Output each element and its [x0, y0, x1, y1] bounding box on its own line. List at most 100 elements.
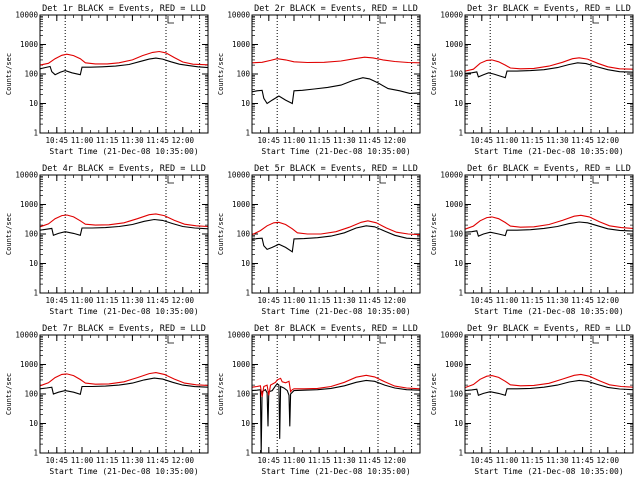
series-events-line: [251, 225, 421, 253]
x-tick-label: 11:30: [121, 136, 144, 145]
plot-frame: [464, 334, 634, 454]
y-tick-label: 1000: [20, 360, 39, 369]
y-tick-label: 100: [236, 230, 250, 239]
x-tick-label: 11:15: [308, 456, 331, 465]
x-tick-label: 11:45: [358, 136, 381, 145]
x-tick-label: 11:00: [71, 456, 94, 465]
x-tick-label: 11:45: [146, 456, 169, 465]
x-tick-label: 11:45: [146, 136, 169, 145]
y-tick-label: 10000: [440, 171, 463, 180]
y-tick-label: 100: [24, 390, 38, 399]
y-tick-label: 10: [241, 259, 251, 268]
x-tick-label: 11:00: [496, 296, 519, 305]
x-axis-label: Start Time (21-Dec-08 10:35:00): [261, 307, 410, 316]
x-tick-label: 12:00: [597, 136, 620, 145]
y-axis-label: Counts/sec: [5, 373, 13, 415]
y-axis-label: Counts/sec: [217, 53, 225, 95]
x-tick-label: 11:45: [571, 136, 594, 145]
x-tick-label: 11:30: [121, 456, 144, 465]
y-tick-label: 10: [29, 99, 39, 108]
x-axis-label: Start Time (21-Dec-08 10:35:00): [49, 147, 198, 156]
x-tick-label: 10:45: [471, 456, 494, 465]
series-events-line: [464, 379, 634, 397]
y-axis-label: Counts/sec: [430, 213, 438, 255]
y-tick-label: 100: [449, 390, 463, 399]
series-lld-line: [39, 50, 209, 66]
x-tick-label: 11:30: [333, 296, 356, 305]
x-tick-label: 11:15: [96, 136, 119, 145]
panel-title: Det 7r BLACK = Events, RED = LLD: [42, 324, 206, 334]
y-tick-label: 10: [454, 259, 464, 268]
x-tick-label: 11:45: [571, 296, 594, 305]
y-tick-label: 1: [33, 449, 38, 458]
x-tick-label: 12:00: [384, 296, 407, 305]
x-tick-label: 11:15: [96, 296, 119, 305]
plot-frame: [39, 14, 209, 134]
marker-bracket: [167, 336, 174, 344]
x-tick-label: 10:45: [471, 136, 494, 145]
y-tick-label: 10: [454, 99, 464, 108]
x-tick-label: 10:45: [258, 136, 281, 145]
x-tick-label: 11:30: [333, 456, 356, 465]
x-tick-label: 11:30: [121, 296, 144, 305]
x-axis-label: Start Time (21-Dec-08 10:35:00): [49, 307, 198, 316]
plot-frame: [464, 14, 634, 134]
x-tick-label: 11:45: [571, 456, 594, 465]
y-tick-label: 1000: [20, 40, 39, 49]
marker-bracket: [379, 176, 386, 184]
marker-bracket: [167, 176, 174, 184]
series-lld-line: [39, 372, 209, 387]
x-tick-label: 12:00: [172, 136, 195, 145]
x-tick-label: 11:15: [96, 456, 119, 465]
panel-title: Det 9r BLACK = Events, RED = LLD: [467, 324, 631, 334]
x-tick-label: 10:45: [46, 296, 69, 305]
y-tick-label: 10: [29, 419, 39, 428]
y-tick-label: 10: [241, 419, 251, 428]
x-tick-label: 11:45: [358, 456, 381, 465]
x-tick-label: 10:45: [471, 296, 494, 305]
panel-6: Det 6r BLACK = Events, RED = LLD Counts/s…: [430, 164, 634, 316]
y-tick-label: 10: [29, 259, 39, 268]
panel-1: Det 1r BLACK = Events, RED = LLD Counts/s…: [5, 4, 209, 156]
marker-bracket: [592, 336, 599, 344]
y-tick-label: 1: [245, 129, 250, 138]
y-tick-label: 100: [449, 70, 463, 79]
y-tick-label: 1000: [232, 200, 251, 209]
y-tick-label: 1000: [445, 200, 464, 209]
x-tick-label: 10:45: [46, 136, 69, 145]
y-tick-label: 1000: [445, 40, 464, 49]
x-axis-label: Start Time (21-Dec-08 10:35:00): [474, 147, 623, 156]
series-lld-line: [251, 220, 421, 236]
x-tick-label: 12:00: [597, 296, 620, 305]
y-tick-label: 10000: [227, 171, 250, 180]
x-tick-label: 11:15: [308, 136, 331, 145]
series-lld-line: [464, 373, 634, 389]
y-tick-label: 1: [245, 449, 250, 458]
y-tick-label: 10000: [227, 11, 250, 20]
x-tick-label: 11:45: [358, 296, 381, 305]
y-tick-label: 1: [458, 129, 463, 138]
panel-2: Det 2r BLACK = Events, RED = LLD Counts/s…: [217, 4, 421, 156]
x-axis-label: Start Time (21-Dec-08 10:35:00): [261, 467, 410, 476]
series-events-line: [39, 218, 209, 237]
y-axis-label: Counts/sec: [217, 213, 225, 255]
panel-title: Det 8r BLACK = Events, RED = LLD: [254, 324, 418, 334]
y-axis-label: Counts/sec: [5, 53, 13, 95]
x-axis-label: Start Time (21-Dec-08 10:35:00): [474, 307, 623, 316]
y-tick-label: 10: [241, 99, 251, 108]
panel-8: Det 8r BLACK = Events, RED = LLD Counts/s…: [217, 324, 421, 476]
panel-title: Det 3r BLACK = Events, RED = LLD: [467, 4, 631, 14]
x-tick-label: 10:45: [258, 296, 281, 305]
marker-bracket: [592, 176, 599, 184]
x-tick-label: 12:00: [597, 456, 620, 465]
series-events-line: [464, 62, 634, 79]
series-events-line: [251, 77, 421, 105]
x-tick-label: 11:30: [333, 136, 356, 145]
y-axis-label: Counts/sec: [430, 53, 438, 95]
plot-frame: [251, 334, 421, 454]
panel-5: Det 5r BLACK = Events, RED = LLD Counts/s…: [217, 164, 421, 316]
x-tick-label: 11:15: [308, 296, 331, 305]
panel-title: Det 1r BLACK = Events, RED = LLD: [42, 4, 206, 14]
y-tick-label: 100: [236, 70, 250, 79]
